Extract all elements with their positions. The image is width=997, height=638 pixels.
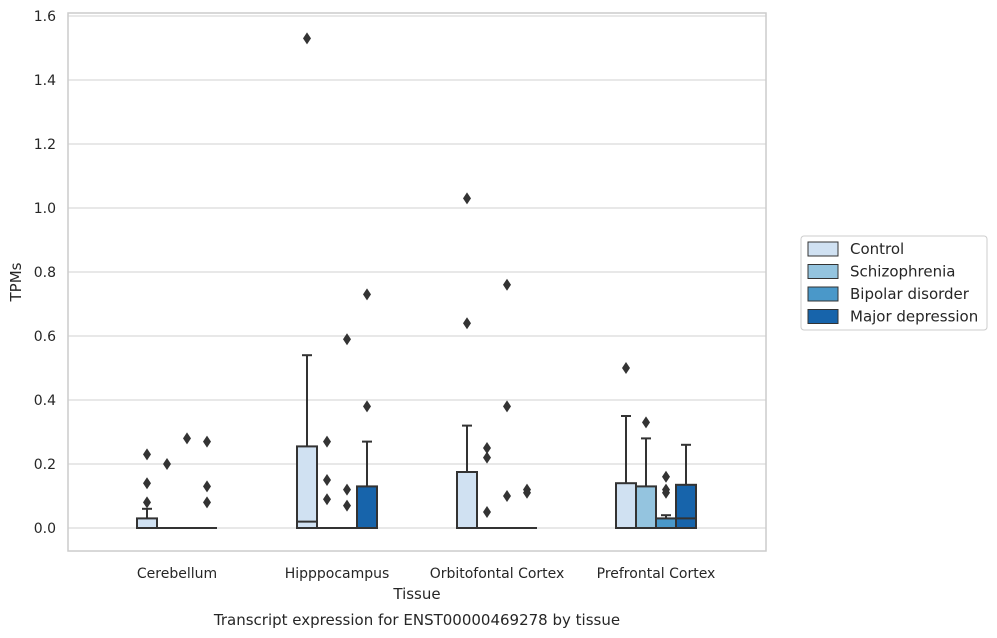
- box-schizophrenia: [157, 458, 177, 529]
- y-tick-label: 0.8: [34, 265, 56, 281]
- legend-label: Bipolar disorder: [850, 285, 970, 303]
- outlier-point: [483, 451, 491, 464]
- outlier-point: [143, 496, 151, 509]
- outlier-point: [622, 362, 630, 374]
- box-iqr: [615, 482, 637, 530]
- box-control: [456, 192, 478, 529]
- y-axis-ticks: 0.0 0.2 0.4 0.6 0.8 1.0 1.2 1.4 1.6: [34, 9, 56, 537]
- outlier-point: [662, 483, 670, 496]
- outlier-point: [483, 506, 491, 518]
- outlier-point: [662, 470, 670, 483]
- plot-frame: [67, 12, 767, 552]
- legend-swatch: [807, 264, 839, 279]
- x-tick-label: Prefrontal Cortex: [597, 566, 716, 582]
- legend-swatch: [807, 309, 839, 324]
- y-tick-label: 0.4: [34, 393, 56, 409]
- x-tick-label: Cerebellum: [137, 566, 217, 582]
- y-tick-label: 1.0: [34, 201, 56, 217]
- outlier-point: [203, 435, 211, 448]
- box-bipolar-disorder: [337, 333, 357, 529]
- box-schizophrenia: [477, 442, 497, 529]
- box-major-depression: [356, 288, 378, 529]
- x-axis-ticks: Cerebellum Hipppocampus Orbitofontal Corte…: [137, 566, 715, 582]
- box-control: [296, 32, 318, 529]
- outlier-point: [143, 448, 151, 461]
- legend-label: Major depression: [850, 308, 978, 326]
- box-iqr: [356, 485, 378, 529]
- gridlines: [68, 15, 766, 529]
- box-control: [615, 362, 637, 530]
- outlier-point: [463, 192, 471, 205]
- outlier-point: [143, 477, 151, 490]
- legend-swatch: [807, 286, 839, 302]
- chart-title: Transcript expression for ENST0000046927…: [213, 611, 620, 629]
- y-tick-label: 1.2: [34, 137, 56, 153]
- box-bipolar-disorder: [177, 432, 197, 529]
- outlier-point: [363, 288, 371, 301]
- y-tick-label: 1.6: [34, 9, 56, 25]
- box-major-depression: [517, 483, 537, 529]
- legend-label: Schizophrenia: [850, 263, 955, 281]
- outlier-point: [642, 416, 650, 429]
- box-iqr: [635, 485, 657, 529]
- box-bipolar-disorder: [655, 470, 677, 530]
- outlier-point: [183, 432, 191, 445]
- legend: Control Schizophrenia Bipolar disorder Majo…: [800, 235, 988, 331]
- legend-items: Control Schizophrenia Bipolar disorder Majo…: [807, 240, 978, 326]
- outlier-point: [523, 483, 531, 496]
- outlier-point: [363, 400, 371, 413]
- x-tick-label: Orbitofontal Cortex: [430, 566, 565, 582]
- outlier-point: [163, 458, 171, 470]
- box-iqr: [456, 471, 478, 529]
- outlier-point: [503, 400, 511, 413]
- y-tick-label: 0.6: [34, 329, 56, 345]
- x-tick-label: Hipppocampus: [285, 566, 390, 582]
- outlier-point: [303, 32, 311, 45]
- box-iqr: [655, 517, 677, 530]
- boxes: [136, 32, 697, 530]
- outlier-point: [323, 474, 331, 486]
- outlier-point: [503, 278, 511, 291]
- legend-swatch: [807, 241, 839, 257]
- x-axis-label: Tissue: [392, 585, 440, 603]
- y-tick-label: 1.4: [34, 73, 56, 89]
- outlier-point: [203, 496, 211, 509]
- outlier-point: [463, 317, 471, 330]
- box-bipolar-disorder: [497, 278, 517, 529]
- outlier-point: [323, 435, 331, 448]
- box-schizophrenia: [317, 435, 337, 529]
- box-major-depression: [675, 443, 697, 529]
- outlier-point: [323, 493, 331, 506]
- box-iqr: [136, 517, 158, 530]
- outlier-point: [483, 442, 491, 454]
- legend-label: Control: [850, 240, 904, 258]
- y-tick-label: 0.2: [34, 457, 56, 473]
- box-major-depression: [197, 435, 217, 529]
- box-control: [136, 448, 158, 530]
- outlier-point: [343, 483, 351, 496]
- legend-frame: [800, 235, 988, 331]
- y-axis-label: TPMs: [7, 262, 25, 302]
- outlier-point: [203, 480, 211, 493]
- outlier-point: [343, 333, 351, 346]
- y-tick-label: 0.0: [34, 521, 56, 537]
- outlier-point: [503, 490, 511, 502]
- box-iqr: [296, 445, 318, 529]
- box-iqr: [675, 483, 697, 529]
- box-schizophrenia: [635, 416, 657, 529]
- outlier-point: [343, 499, 351, 512]
